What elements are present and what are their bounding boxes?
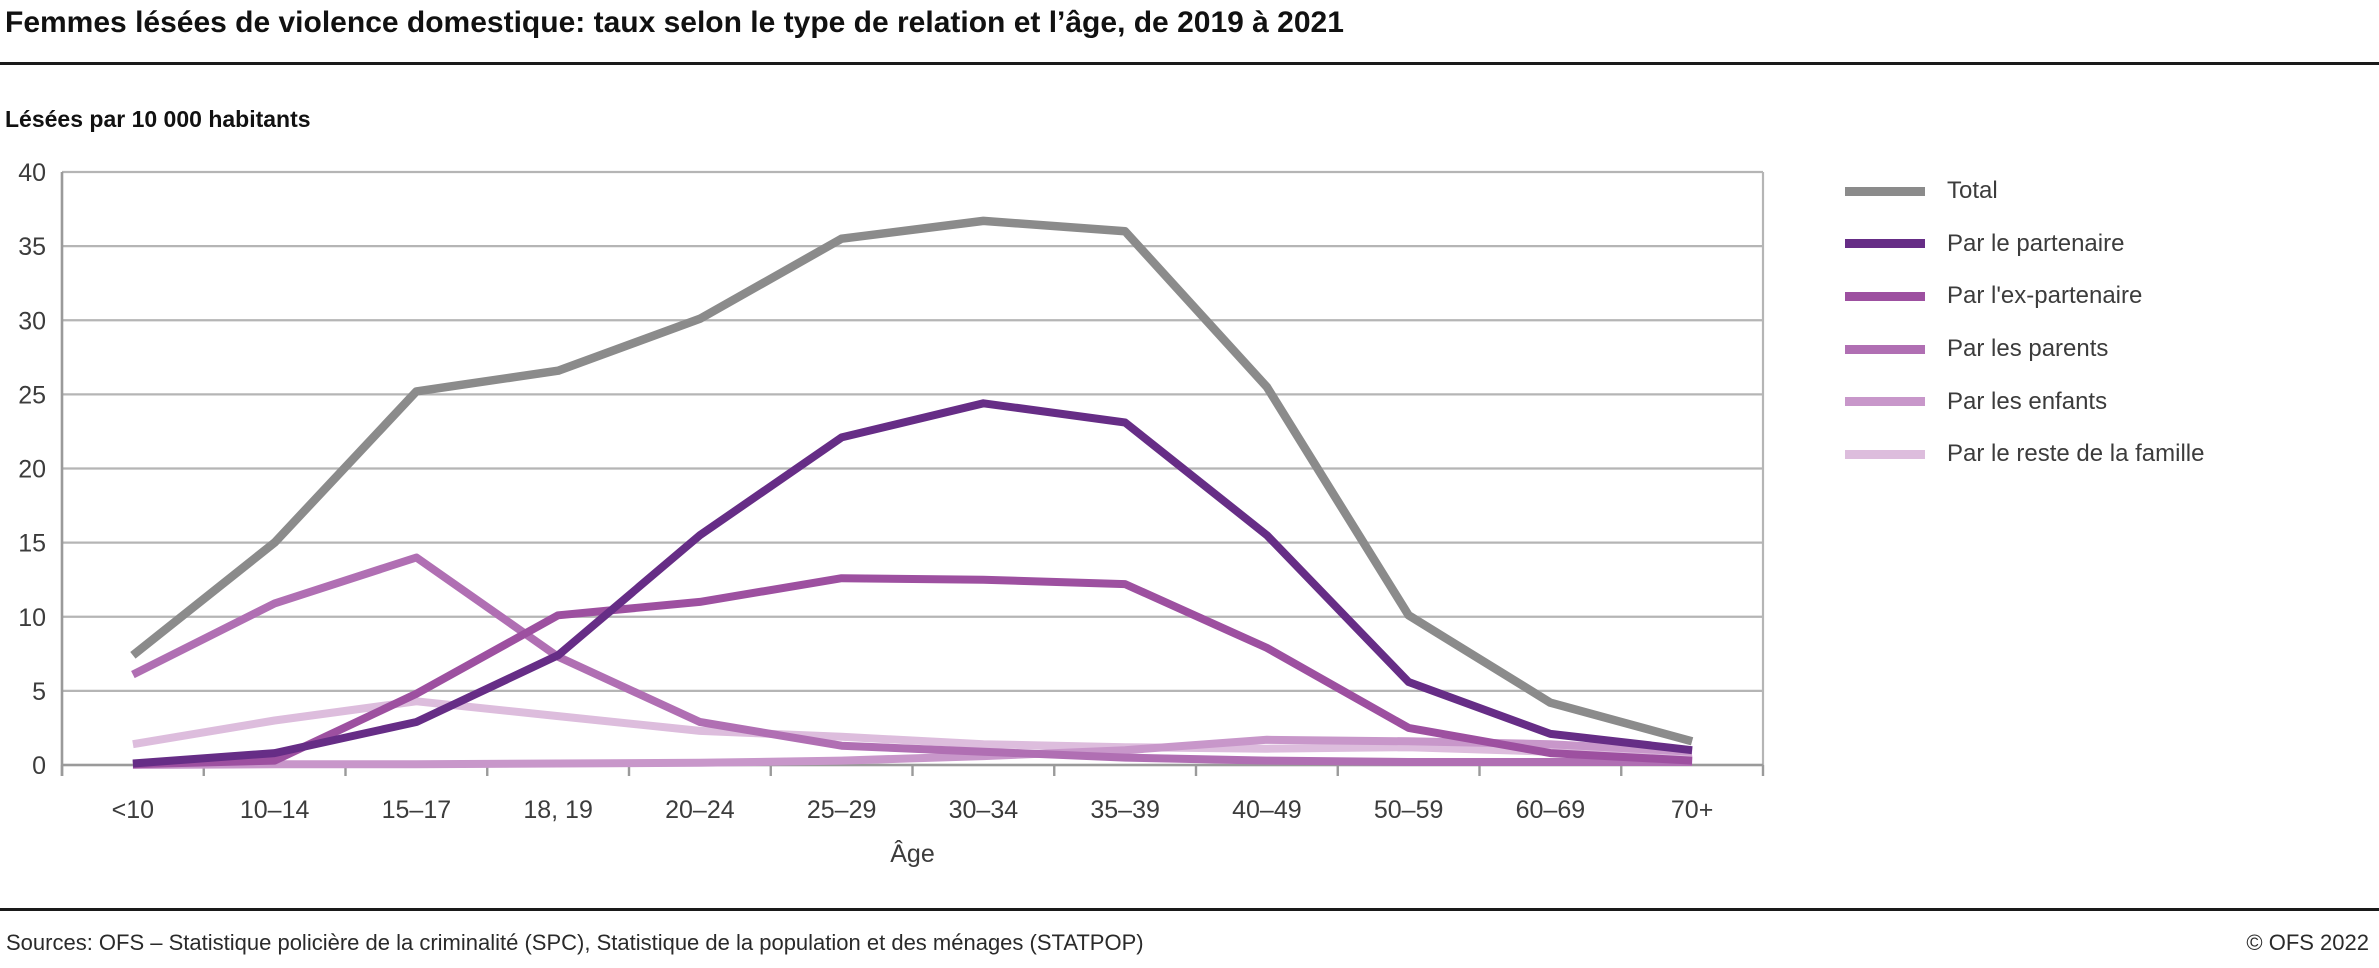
legend-label: Par le reste de la famille [1947,440,2205,468]
legend-swatch [1845,397,1925,407]
legend-item: Par le partenaire [1845,218,2204,271]
x-tick-label: 35–39 [1090,796,1160,824]
x-tick-label: 18, 19 [523,796,593,824]
chart-legend: Total Par le partenaire Par l'ex-partenair… [1845,165,2204,481]
legend-item: Par les parents [1845,323,2204,376]
legend-item: Par les enfants [1845,375,2204,428]
gridlines [62,170,1763,767]
legend-swatch [1845,239,1925,249]
footer-divider [0,908,2379,911]
legend-swatch [1845,186,1925,196]
y-tick-label: 20 [18,456,46,484]
legend-item: Par le reste de la famille [1845,428,2204,481]
y-tick-label: 10 [18,604,46,632]
y-tick-label: 5 [32,678,46,706]
x-tick-label: 10–14 [240,796,310,824]
y-tick-label: 35 [18,233,46,261]
legend-item: Total [1845,165,2204,218]
x-tick-label: 15–17 [382,796,452,824]
legend-swatch [1845,449,1925,459]
legend-item: Par l'ex-partenaire [1845,270,2204,323]
x-axis-title: Âge [890,839,934,868]
y-tick-label: 0 [32,752,46,780]
y-axis-unit-label: Lésées par 10 000 habitants [5,106,311,132]
x-tick-label: 50–59 [1374,796,1444,824]
copyright-note: © OFS 2022 [2246,930,2369,955]
sources-note: Sources: OFS – Statistique policière de … [6,930,1144,955]
y-tick-label: 25 [18,381,46,409]
x-axis-labels: <10 10–14 15–17 18, 19 20–24 25–29 30–34 35–39 4… [112,796,1714,824]
series-line-par-les-enfants [132,735,1693,769]
legend-label: Par le partenaire [1947,229,2125,257]
y-tick-label: 40 [18,159,46,187]
legend-swatch [1845,344,1925,354]
legend-label: Total [1947,177,1998,205]
y-axis-labels: 0 5 10 15 20 25 30 35 40 [18,159,46,780]
x-tick-label: 40–49 [1232,796,1302,824]
x-tick-label: 25–29 [807,796,877,824]
legend-label: Par les parents [1947,335,2109,363]
y-tick-label: 15 [18,530,46,558]
series-line-par-le-partenaire [132,399,1693,768]
legend-label: Par les enfants [1947,387,2108,415]
x-tick-label: 20–24 [665,796,735,824]
title-divider [0,62,2379,65]
y-tick-label: 30 [18,307,46,335]
series-line-par-les-parents [131,553,1693,766]
page-title: Femmes lésées de violence domestique: ta… [5,6,1344,39]
series-line-total [130,216,1694,746]
series-line-par-l-ex-partenaire [132,574,1693,769]
legend-swatch [1845,291,1925,301]
x-tick-label: 60–69 [1516,796,1586,824]
x-tick-label: 30–34 [949,796,1019,824]
x-tick-label: 70+ [1671,796,1713,824]
x-axis-ticks [60,765,1765,776]
x-tick-label: <10 [112,796,154,824]
legend-label: Par l'ex-partenaire [1947,282,2143,310]
series-line-par-le-reste-de-la-famille [132,697,1693,764]
